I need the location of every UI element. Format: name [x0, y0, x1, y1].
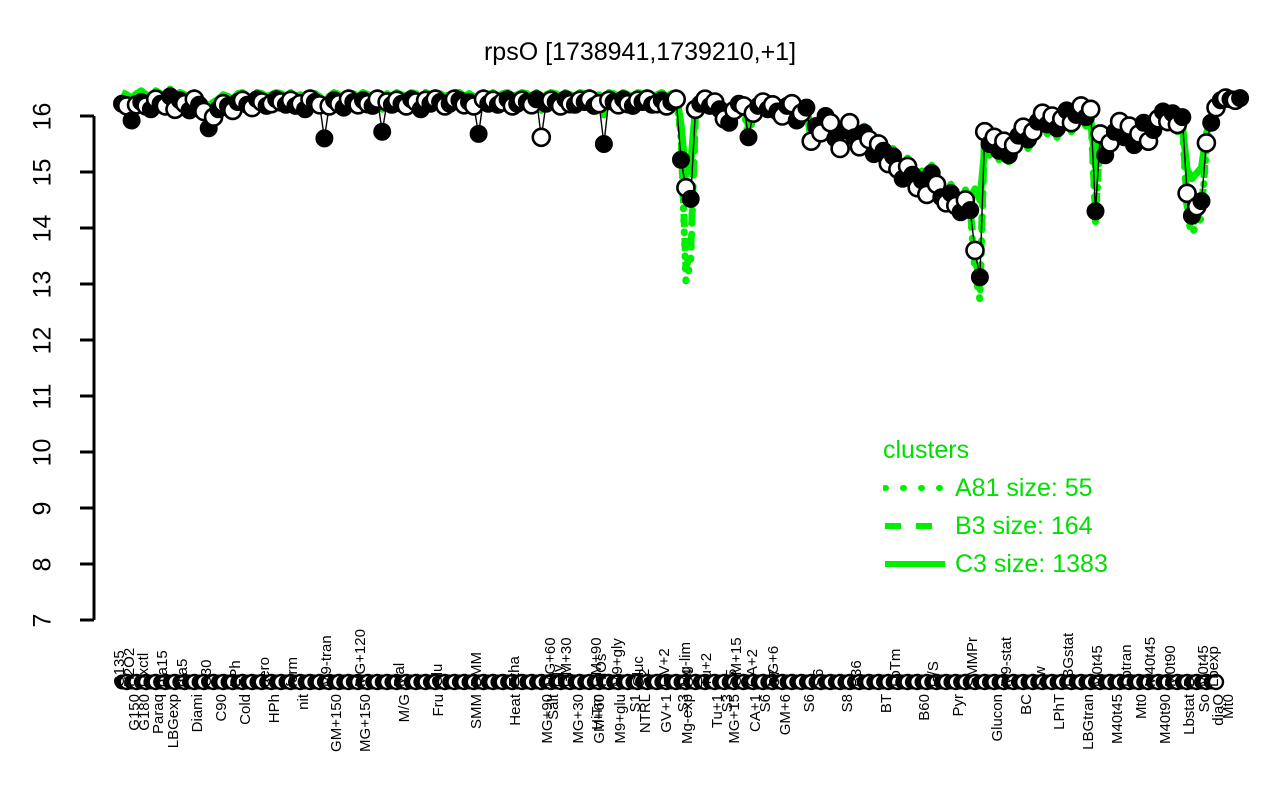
data-point	[965, 240, 985, 261]
x-tick-label-below: So	[1195, 694, 1213, 713]
y-tick-label: 11	[28, 383, 57, 410]
data-point	[469, 124, 488, 143]
plot-area	[110, 70, 1250, 690]
y-tick-label: 15	[28, 158, 57, 187]
x-tick-label-below: SMM	[468, 694, 486, 729]
x-tick-label-below: BC	[1017, 694, 1035, 715]
data-point	[1231, 89, 1250, 108]
x-tick-label-below: B60	[916, 694, 934, 721]
x-tick-label-below: S3	[675, 694, 693, 713]
x-tick-label-below: nit	[294, 694, 312, 710]
data-point	[1196, 133, 1217, 153]
x-tick-label-below: Fru	[429, 694, 447, 717]
x-tick-label-below: Heat	[506, 694, 524, 726]
x-tick-label-dense: Tu+1	[709, 694, 727, 729]
x-tick-label-dense: MG+15	[725, 694, 743, 744]
x-tick-label-below: Diami	[188, 694, 206, 733]
x-tick-label-dense: GM+6	[776, 694, 794, 736]
y-tick-label: 14	[28, 214, 57, 243]
x-tick-label-below: diaO	[1210, 694, 1228, 726]
x-tick-label-below: GM+150	[328, 694, 346, 752]
y-tick-label: 16	[28, 102, 57, 131]
data-point	[666, 89, 687, 110]
legend-item-c3[interactable]: C3 size: 1383	[883, 545, 1108, 583]
x-axis-tick-marker	[1207, 673, 1225, 691]
x-tick-label-below: Salt	[545, 694, 563, 720]
x-tick-label-below: M40t90	[1157, 694, 1175, 745]
x-tick-label-below: Glucon	[988, 694, 1006, 742]
legend-label-a81: A81 size: 55	[955, 473, 1093, 502]
x-tick-label-below: LPhT	[1051, 694, 1069, 730]
x-tick-label-dense: NTRL	[637, 694, 655, 734]
legend-item-a81[interactable]: A81 size: 55	[883, 469, 1108, 507]
data-point	[1192, 192, 1211, 211]
x-tick-label-dense: GM+60	[590, 694, 608, 744]
x-tick-label-below: C90	[212, 694, 230, 722]
data-point	[1080, 99, 1101, 120]
dashed-line-icon	[883, 516, 955, 536]
expression-plot	[113, 85, 1250, 304]
data-points	[113, 87, 1250, 287]
x-tick-label-below: Pyr	[950, 694, 968, 717]
x-tick-label-below: BT	[877, 694, 895, 714]
data-point	[315, 129, 334, 148]
x-tick-label-below: S1	[627, 694, 645, 713]
data-point	[531, 127, 552, 148]
y-tick-label: 7	[28, 613, 57, 628]
data-point	[961, 201, 980, 220]
y-tick-label: 13	[28, 270, 57, 299]
y-tick-label: 8	[28, 557, 57, 572]
data-point	[830, 138, 850, 159]
y-tick-label: 9	[28, 501, 57, 516]
dotted-line-icon	[883, 478, 955, 498]
legend-label-c3: C3 size: 1383	[955, 549, 1108, 578]
x-tick-label-below: M40t45	[1109, 694, 1127, 745]
legend-item-b3[interactable]: B3 size: 164	[883, 507, 1108, 545]
page-title: rpsO [1738941,1739210,+1]	[483, 38, 797, 66]
legend: clusters A81 size: 55 B3 size: 164	[883, 438, 1108, 583]
data-point	[1086, 202, 1105, 221]
x-tick-label-below: MG+150	[357, 694, 375, 752]
x-tick-label-dense: GV+1	[658, 694, 676, 733]
x-tick-label-below: M/G	[395, 694, 413, 723]
x-tick-label-dense: MG+30	[569, 694, 587, 744]
y-axis	[80, 114, 96, 622]
data-point	[1177, 183, 1197, 204]
x-tick-label-below: S3	[718, 694, 736, 713]
x-tick-label-below: Cold	[236, 694, 254, 725]
data-point	[594, 135, 613, 153]
x-tick-label-dense: M9+glu	[611, 694, 629, 744]
x-tick-label-below: G150	[126, 694, 143, 731]
x-tick-label-below: Lbstat	[1181, 694, 1199, 735]
data-point	[122, 111, 141, 130]
x-tick-label-below: Paraq	[150, 694, 168, 735]
data-point	[672, 150, 690, 169]
legend-label-b3: B3 size: 164	[955, 511, 1093, 540]
x-tick-label-below: S6	[800, 694, 818, 713]
x-tick-label-dense: Mg-exp	[679, 694, 697, 745]
x-tick-label-below: LBGtran	[1080, 694, 1098, 750]
x-tick-label-below: S8	[839, 694, 857, 713]
x-tick-label-dense: CA+1	[746, 694, 764, 732]
x-tick-label-dense: MG+90	[539, 694, 557, 744]
data-point	[373, 122, 392, 141]
x-tick-label-below: S6	[757, 694, 775, 713]
solid-line-icon	[883, 554, 955, 574]
data-point	[739, 128, 758, 147]
x-tick-label-below: Mt0	[1133, 694, 1151, 720]
x-tick-label-below: HPh	[265, 694, 283, 724]
x-tick-label-below: Mt0	[1220, 694, 1237, 720]
data-point	[970, 268, 989, 287]
data-point	[1173, 108, 1192, 127]
x-tick-label-below: G180	[135, 694, 153, 731]
y-tick-label: 10	[28, 438, 57, 467]
x-tick-label-below: HiTm	[588, 694, 606, 730]
x-tick-label-below: LBGexp	[164, 694, 182, 749]
legend-heading: clusters	[883, 436, 970, 464]
data-point	[681, 189, 700, 208]
x-axis	[110, 672, 1240, 692]
y-tick-label: 12	[28, 326, 57, 355]
data-point	[797, 98, 816, 117]
